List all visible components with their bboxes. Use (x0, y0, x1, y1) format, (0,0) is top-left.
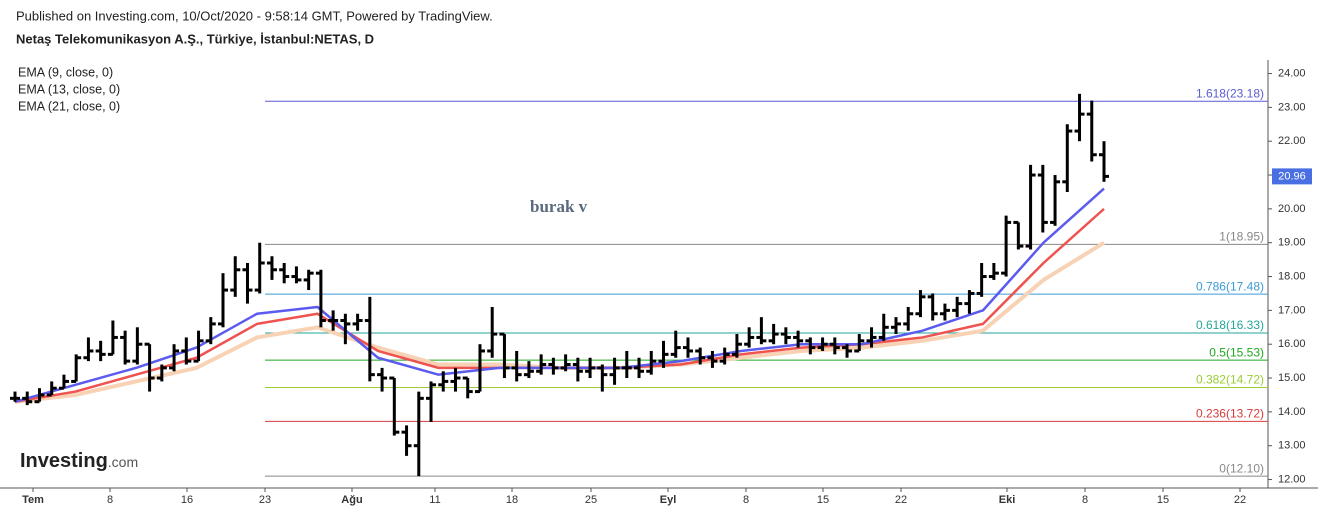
annotation: burak v (530, 197, 588, 216)
x-tick-label: 23 (259, 494, 271, 506)
x-tick-label: 22 (1234, 494, 1246, 506)
ema-line (14, 241, 1106, 404)
x-tick-label: 11 (429, 494, 440, 506)
fib-label: 0.5(15.53) (1209, 345, 1264, 359)
last-price-box (1272, 168, 1312, 185)
ema-line (14, 187, 1105, 403)
y-tick-label: 12.00 (1278, 473, 1306, 485)
y-tick-label: 15.00 (1278, 372, 1306, 384)
x-tick-label: 25 (585, 494, 597, 506)
fib-label: 1.618(23.18) (1196, 86, 1264, 100)
fib-label: 0.618(16.33) (1196, 318, 1264, 332)
y-tick-label: 16.00 (1278, 338, 1306, 350)
fib-label: 0.236(13.72) (1196, 407, 1264, 421)
x-tick-label: 22 (895, 494, 907, 506)
x-tick-label: Ağu (341, 494, 362, 506)
x-tick-label: 8 (743, 494, 749, 506)
y-tick-label: 17.00 (1278, 304, 1306, 316)
last-price-label: 20.96 (1278, 170, 1306, 182)
y-tick-label: 20.00 (1278, 203, 1306, 215)
fib-label: 0(12.10) (1219, 461, 1264, 475)
logo-brand-text: Investing (20, 450, 108, 472)
x-tick-label: 8 (107, 494, 113, 506)
y-tick-label: 18.00 (1278, 270, 1306, 282)
y-tick-label: 23.00 (1278, 101, 1306, 113)
y-tick-label: 19.00 (1278, 237, 1306, 249)
x-tick-label: Tem (22, 494, 44, 506)
legend-entry: EMA (21, close, 0) (18, 99, 120, 113)
x-tick-label: 15 (817, 494, 829, 506)
logo-suffix: .com (108, 454, 138, 470)
x-tick-label: 8 (1082, 494, 1088, 506)
published-line: Published on Investing.com, 10/Oct/2020 … (16, 8, 493, 23)
y-tick-label: 14.00 (1278, 406, 1306, 418)
x-tick-label: Eyl (660, 494, 677, 506)
legend-entry: EMA (9, close, 0) (18, 65, 113, 79)
symbol-title: Netaş Telekomunikasyon A.Ş., Türkiye, İs… (16, 31, 374, 46)
x-tick-label: 18 (506, 494, 518, 506)
fib-label: 0.382(14.72) (1196, 373, 1264, 387)
y-tick-label: 13.00 (1278, 440, 1306, 452)
legend-entry: EMA (13, close, 0) (18, 82, 120, 96)
x-tick-label: 15 (1157, 494, 1169, 506)
fib-label: 0.786(17.48) (1196, 279, 1264, 293)
fib-label: 1(18.95) (1219, 230, 1264, 244)
x-tick-label: Eki (999, 494, 1016, 506)
y-tick-label: 24.00 (1278, 67, 1306, 79)
x-tick-label: 16 (181, 494, 193, 506)
y-tick-label: 22.00 (1278, 135, 1306, 147)
logo-brand: Investing.com (20, 450, 138, 472)
